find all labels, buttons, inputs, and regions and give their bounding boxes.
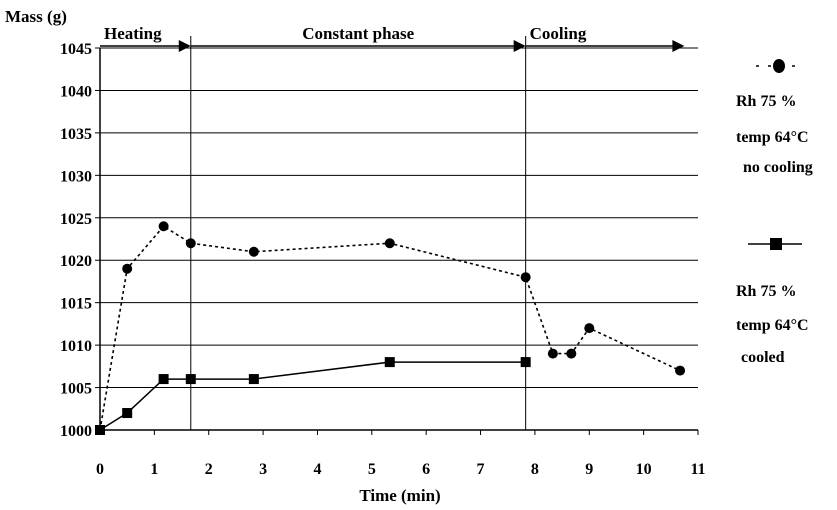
phase-dividers xyxy=(190,36,527,430)
x-tick-label-10: 10 xyxy=(636,461,652,478)
y-tick-label-6: 1030 xyxy=(60,168,92,185)
series-0-point-8 xyxy=(566,348,577,359)
y-tick-label-8: 1040 xyxy=(60,83,92,100)
phase-arrowhead-1 xyxy=(513,40,526,52)
x-tick-label-11: 11 xyxy=(690,461,705,478)
x-tick-label-5: 5 xyxy=(368,461,376,478)
series-0-point-7 xyxy=(547,348,558,359)
phase-label-2: Cooling xyxy=(530,24,587,43)
y-tick-label-3: 1015 xyxy=(60,296,92,313)
series-0-point-4 xyxy=(248,246,259,257)
x-tick-label-0: 0 xyxy=(96,461,104,478)
legend-cooled: Rh 75 % temp 64°C cooled xyxy=(736,238,809,366)
phase-labels: Heating Constant phase Cooling xyxy=(104,24,587,43)
x-tick-label-2: 2 xyxy=(205,461,213,478)
series-1-point-5 xyxy=(384,357,395,368)
series-0-point-5 xyxy=(384,238,395,249)
series-0-point-9 xyxy=(584,323,595,334)
y-tick-label-9: 1045 xyxy=(60,41,92,58)
series-1-point-4 xyxy=(248,374,259,385)
legend-swatch-no-cooling xyxy=(756,59,800,73)
x-tick-label-3: 3 xyxy=(259,461,267,478)
legend-no-cooling-line-1: Rh 75 % xyxy=(736,93,796,110)
series-0-point-3 xyxy=(185,238,196,249)
y-tick-labels: 1000 1005 1010 1015 1020 1025 1030 1035 1040 1045 xyxy=(60,41,100,440)
y-tick-label-0: 1000 xyxy=(60,423,92,440)
phase-arrows xyxy=(100,40,685,52)
legend-no-cooling: Rh 75 % temp 64°C no cooling xyxy=(736,59,813,176)
series-0-point-6 xyxy=(520,272,531,283)
series-0-point-1 xyxy=(122,263,133,274)
series-markers xyxy=(95,221,686,435)
phase-label-1: Constant phase xyxy=(302,24,414,43)
x-tick-label-1: 1 xyxy=(150,461,158,478)
series-1-point-6 xyxy=(520,357,531,368)
series-1-point-2 xyxy=(158,374,169,385)
legend-swatch-cooled xyxy=(748,238,802,250)
x-axis-title: Time (min) xyxy=(359,486,440,505)
series-0-point-10 xyxy=(675,365,686,376)
series-0-point-2 xyxy=(158,221,169,232)
axes xyxy=(99,48,698,431)
legend-no-cooling-line-3: no cooling xyxy=(743,159,813,176)
x-tick-labels: 0 1 2 3 4 5 6 7 8 9 10 11 xyxy=(96,430,706,478)
legend-cooled-line-3: cooled xyxy=(741,349,785,366)
x-tick-label-6: 6 xyxy=(422,461,430,478)
series-line-1 xyxy=(99,361,526,431)
legend-cooled-line-1: Rh 75 % xyxy=(736,283,796,300)
y-tick-label-2: 1010 xyxy=(60,338,92,355)
legend-cooled-line-2: temp 64°C xyxy=(736,317,809,334)
series-1-point-3 xyxy=(185,374,196,385)
y-axis-title: Mass (g) xyxy=(5,7,67,26)
gridlines xyxy=(100,47,698,431)
y-tick-label-1: 1005 xyxy=(60,381,92,398)
phase-arrowhead-0 xyxy=(178,40,191,52)
x-tick-label-4: 4 xyxy=(313,461,321,478)
legend-swatch-no-cooling-marker xyxy=(773,59,785,73)
series-1-point-0 xyxy=(95,425,105,435)
series-1-point-1 xyxy=(122,408,133,419)
x-tick-label-8: 8 xyxy=(531,461,539,478)
legend-swatch-cooled-marker xyxy=(770,238,782,250)
phase-arrowhead-2 xyxy=(672,40,685,52)
y-tick-label-4: 1020 xyxy=(60,253,92,270)
legend-no-cooling-line-2: temp 64°C xyxy=(736,129,809,146)
y-tick-label-7: 1035 xyxy=(60,126,92,143)
x-tick-label-7: 7 xyxy=(477,461,485,478)
phase-label-0: Heating xyxy=(104,24,162,43)
x-tick-label-9: 9 xyxy=(585,461,593,478)
y-tick-label-5: 1025 xyxy=(60,211,92,228)
